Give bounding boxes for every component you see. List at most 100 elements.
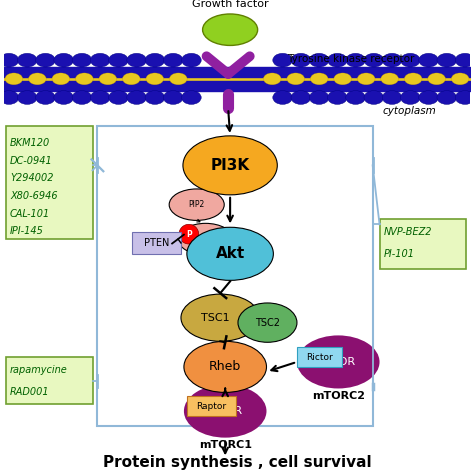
Ellipse shape: [401, 91, 420, 104]
Ellipse shape: [109, 91, 128, 104]
Text: Y294002: Y294002: [10, 173, 54, 183]
Ellipse shape: [428, 73, 446, 85]
Ellipse shape: [381, 73, 399, 85]
Ellipse shape: [364, 53, 383, 67]
Ellipse shape: [451, 73, 469, 85]
Ellipse shape: [309, 91, 329, 104]
Ellipse shape: [5, 73, 23, 85]
Text: PIP3: PIP3: [202, 235, 219, 244]
Ellipse shape: [419, 53, 438, 67]
Text: Rheb: Rheb: [209, 360, 241, 374]
Ellipse shape: [178, 223, 233, 255]
Ellipse shape: [99, 73, 117, 85]
Ellipse shape: [455, 91, 474, 104]
FancyBboxPatch shape: [187, 396, 236, 416]
Ellipse shape: [182, 53, 201, 67]
Ellipse shape: [404, 73, 422, 85]
Ellipse shape: [357, 73, 375, 85]
Text: IPI-145: IPI-145: [10, 226, 44, 237]
Ellipse shape: [54, 53, 73, 67]
Text: TSC2: TSC2: [255, 318, 280, 328]
Ellipse shape: [291, 53, 310, 67]
Ellipse shape: [238, 303, 297, 342]
Text: PIP2: PIP2: [189, 200, 205, 209]
Ellipse shape: [0, 91, 19, 104]
Text: Raptor: Raptor: [196, 401, 227, 410]
Text: rapamycine: rapamycine: [10, 365, 68, 375]
Ellipse shape: [328, 53, 347, 67]
Ellipse shape: [91, 91, 110, 104]
Ellipse shape: [109, 53, 128, 67]
Text: mTOR: mTOR: [321, 357, 356, 367]
Ellipse shape: [346, 91, 365, 104]
Ellipse shape: [183, 136, 277, 195]
Ellipse shape: [273, 91, 292, 104]
Ellipse shape: [127, 91, 146, 104]
Text: Rictor: Rictor: [306, 353, 333, 362]
Ellipse shape: [419, 91, 438, 104]
Text: cytoplasm: cytoplasm: [383, 106, 437, 117]
Ellipse shape: [36, 53, 55, 67]
Text: CAL-101: CAL-101: [10, 209, 50, 219]
Ellipse shape: [182, 91, 201, 104]
Ellipse shape: [72, 53, 92, 67]
Ellipse shape: [145, 91, 165, 104]
Ellipse shape: [54, 91, 73, 104]
Text: Akt: Akt: [216, 246, 245, 261]
Ellipse shape: [122, 73, 140, 85]
Ellipse shape: [437, 53, 456, 67]
Text: BKM120: BKM120: [10, 138, 50, 148]
FancyBboxPatch shape: [6, 357, 92, 404]
Text: mTOR: mTOR: [208, 406, 242, 416]
Text: TSC1: TSC1: [201, 313, 230, 323]
Ellipse shape: [52, 73, 70, 85]
Ellipse shape: [184, 384, 266, 438]
FancyBboxPatch shape: [6, 126, 92, 239]
Ellipse shape: [273, 53, 292, 67]
Ellipse shape: [309, 53, 329, 67]
Text: Growth factor: Growth factor: [192, 0, 268, 9]
Ellipse shape: [264, 73, 281, 85]
Ellipse shape: [184, 341, 266, 392]
Ellipse shape: [346, 53, 365, 67]
Ellipse shape: [334, 73, 352, 85]
Text: PI-101: PI-101: [383, 249, 414, 259]
Text: Tyrosine kinase receptor: Tyrosine kinase receptor: [287, 54, 414, 64]
Text: Protein synthesis , cell survival: Protein synthesis , cell survival: [103, 455, 371, 470]
Ellipse shape: [328, 91, 347, 104]
Text: PTEN: PTEN: [144, 238, 169, 248]
Ellipse shape: [382, 91, 402, 104]
Circle shape: [179, 224, 199, 244]
Ellipse shape: [382, 53, 402, 67]
Ellipse shape: [291, 91, 310, 104]
Ellipse shape: [91, 53, 110, 67]
Ellipse shape: [169, 73, 187, 85]
Ellipse shape: [75, 73, 93, 85]
Ellipse shape: [36, 91, 55, 104]
Text: NVP-BEZ2: NVP-BEZ2: [383, 227, 432, 237]
Ellipse shape: [364, 91, 383, 104]
Ellipse shape: [146, 73, 164, 85]
FancyBboxPatch shape: [132, 232, 181, 254]
Ellipse shape: [145, 53, 165, 67]
Ellipse shape: [72, 91, 92, 104]
Ellipse shape: [297, 336, 380, 389]
Ellipse shape: [181, 294, 260, 341]
Ellipse shape: [18, 91, 37, 104]
Ellipse shape: [437, 91, 456, 104]
Text: mTORC1: mTORC1: [199, 440, 252, 450]
Ellipse shape: [187, 227, 273, 280]
Text: X80-6946: X80-6946: [10, 191, 57, 201]
Ellipse shape: [164, 53, 183, 67]
Text: P: P: [186, 230, 191, 239]
Ellipse shape: [401, 53, 420, 67]
Ellipse shape: [169, 189, 224, 220]
Text: DC-0941: DC-0941: [10, 155, 53, 165]
Ellipse shape: [18, 53, 37, 67]
FancyBboxPatch shape: [297, 347, 342, 367]
Text: RAD001: RAD001: [10, 386, 50, 397]
Ellipse shape: [310, 73, 328, 85]
Ellipse shape: [28, 73, 46, 85]
Ellipse shape: [127, 53, 146, 67]
Text: mTORC2: mTORC2: [312, 392, 365, 401]
